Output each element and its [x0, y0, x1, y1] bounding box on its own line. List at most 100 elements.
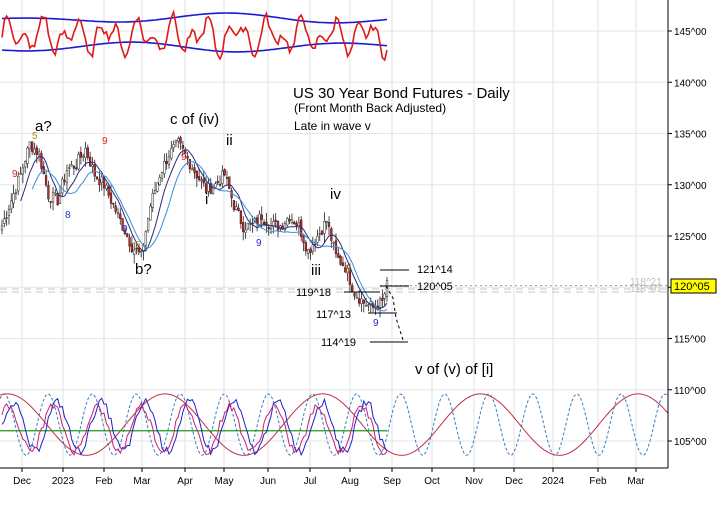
candle-body	[61, 178, 64, 194]
candle-body	[339, 255, 342, 265]
candle-body	[49, 201, 52, 203]
candle-body	[242, 222, 245, 232]
x-tick-label: Jul	[304, 476, 317, 487]
candle-body	[151, 193, 154, 208]
candle-body	[93, 164, 96, 177]
wave-label-c-of-iv: c of (iv)	[170, 111, 219, 128]
count-label: 9	[102, 136, 108, 147]
candle-body	[378, 298, 382, 309]
x-tick-label: Jun	[260, 476, 276, 487]
candle-body	[323, 221, 326, 234]
candle-body	[37, 151, 41, 155]
candle-body	[119, 213, 122, 219]
y-axis: 145^00140^00135^00130^00125^00120^00115^…	[667, 0, 707, 468]
count-label: 5	[135, 240, 141, 251]
candle-body	[383, 293, 386, 299]
y-tick-label: 135^00	[674, 130, 707, 141]
candle-body	[65, 170, 69, 183]
candle-body	[302, 235, 305, 243]
red-cycle-line	[0, 393, 669, 456]
current-price-tag: 120^05	[670, 278, 717, 294]
candle-body	[223, 169, 226, 176]
count-label: 9	[373, 318, 379, 329]
x-tick-label: Feb	[95, 476, 113, 487]
candle-body	[191, 168, 194, 171]
candle-body	[58, 192, 62, 204]
candle-body	[5, 217, 8, 219]
candle-body	[186, 155, 189, 159]
candle-body	[130, 243, 134, 253]
cycle-measure-line	[1, 397, 388, 457]
candle-body	[95, 176, 99, 180]
x-tick-label: 2024	[542, 476, 565, 487]
candle-body	[174, 140, 178, 143]
candle-body	[262, 221, 266, 225]
candle-body	[128, 237, 131, 247]
candle-body	[51, 191, 55, 203]
candle-body	[230, 190, 233, 199]
candle-body	[353, 292, 356, 297]
oscillator-lower-band	[1, 41, 388, 53]
candle-body	[77, 154, 80, 170]
y-tick-label: 105^00	[674, 437, 707, 448]
level-label-121-14: 121^14	[417, 264, 453, 276]
candle-body	[228, 176, 231, 190]
x-tick-label: Sep	[383, 476, 401, 487]
candle-body	[35, 147, 38, 155]
y-tick-label: 125^00	[674, 232, 707, 243]
grid-layer	[0, 0, 668, 468]
candle-body	[63, 180, 66, 182]
candle-body	[195, 170, 198, 179]
candle-body	[70, 164, 73, 167]
level-label-114-19: 114^19	[321, 337, 356, 349]
count-label: 5	[32, 131, 38, 142]
count-label: 9	[181, 152, 187, 163]
candle-body	[362, 300, 365, 304]
chart-subtitle: (Front Month Back Adjusted)	[294, 101, 446, 115]
candle-body	[364, 305, 368, 307]
count-label: 5	[345, 264, 351, 275]
wave-label-b: b?	[135, 261, 152, 278]
candle-body	[146, 217, 150, 231]
candle-body	[156, 182, 159, 192]
x-tick-label: Nov	[465, 476, 483, 487]
candle-body	[68, 167, 71, 169]
candle-body	[358, 298, 361, 304]
candle-body	[89, 156, 92, 167]
moving-average-line	[20, 149, 388, 309]
background-levels	[0, 285, 668, 293]
candle-body	[239, 210, 243, 224]
candle-body	[279, 225, 282, 228]
cycle-panel	[0, 393, 669, 457]
wave-label-iii: iii	[311, 262, 321, 279]
candle-body	[10, 200, 13, 210]
oscillator-upper-band	[2, 12, 388, 24]
candle-body	[177, 138, 180, 142]
candle-body	[202, 178, 205, 184]
y-tick-label: 130^00	[674, 181, 707, 192]
candle-body	[232, 200, 236, 211]
candle-body	[351, 285, 354, 292]
candle-body	[84, 148, 87, 159]
candle-body	[181, 144, 185, 149]
x-tick-label: May	[215, 476, 234, 487]
x-tick-label: Apr	[177, 476, 193, 487]
candle-body	[311, 244, 314, 252]
candle-body	[123, 230, 127, 235]
candle-body	[260, 214, 263, 220]
candle-body	[244, 229, 247, 233]
candle-body	[297, 221, 300, 229]
candle-body	[19, 173, 22, 175]
y-tick-label: 115^00	[674, 335, 706, 346]
oscillator-panel	[1, 9, 388, 62]
candle-body	[44, 175, 48, 186]
candle-body	[327, 222, 331, 227]
candle-body	[126, 233, 129, 237]
candle-body	[105, 184, 108, 190]
candle-body	[54, 192, 57, 195]
candle-body	[198, 176, 201, 180]
candle-body	[133, 249, 136, 255]
x-axis: Dec 2023 Feb Mar Apr May Jun Jul Aug Sep Oct Nov Dec…	[0, 467, 668, 487]
candle-body	[21, 167, 25, 175]
